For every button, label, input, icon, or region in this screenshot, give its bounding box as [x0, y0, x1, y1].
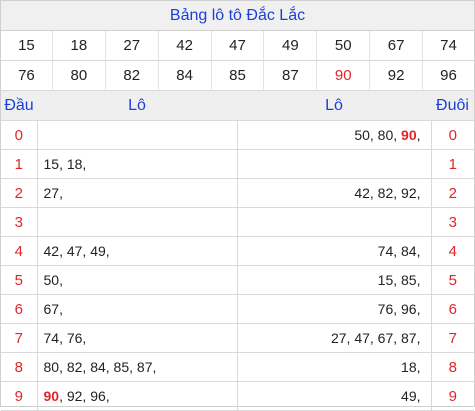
header-lo-right: Lô	[237, 91, 431, 121]
table-row: 0 50, 80, 90, 0	[1, 120, 474, 150]
number-cell: 42	[158, 31, 212, 61]
lo-right-cell: 76, 96,	[237, 294, 432, 324]
number-cell: 49	[263, 31, 318, 61]
header-head: Đầu	[1, 91, 37, 121]
lo-right-cell	[237, 207, 432, 237]
lo-right-cell: 74, 84,	[237, 236, 432, 266]
table-row: 6 67, 76, 96, 6	[1, 294, 474, 324]
lo-left-text: , 92, 96,	[59, 388, 110, 404]
page-title: Bảng lô tô Đắc Lắc	[1, 1, 474, 31]
table-row: 1 15, 18, 1	[1, 149, 474, 179]
head-digit: 4	[1, 236, 37, 266]
tail-digit: 5	[431, 265, 474, 295]
number-cell: 82	[105, 60, 159, 91]
table-row: 5 50, 15, 85, 5	[1, 265, 474, 295]
tail-digit: 2	[431, 178, 474, 208]
numbers-row-2: 76 80 82 84 85 87 90 92 96	[1, 60, 474, 91]
tail-digit: 1	[431, 149, 474, 179]
table-row: 8 80, 82, 84, 85, 87, 18, 8	[1, 352, 474, 382]
tail-digit: 8	[431, 352, 474, 382]
number-cell: 50	[316, 31, 371, 61]
number-cell: 15	[1, 31, 53, 61]
head-digit: 0	[1, 120, 37, 150]
lo-left-cell: 67,	[36, 294, 238, 324]
header-lo-left: Lô	[37, 91, 237, 121]
number-cell: 47	[211, 31, 265, 61]
number-cell: 76	[1, 60, 53, 91]
head-digit: 1	[1, 149, 37, 179]
lo-right-cell: 49,	[237, 381, 432, 411]
head-digit: 5	[1, 265, 37, 295]
lo-left-cell: 80, 82, 84, 85, 87,	[36, 352, 238, 382]
table-row: 3 3	[1, 207, 474, 237]
lo-left-cell: 27,	[36, 178, 238, 208]
head-digit: 8	[1, 352, 37, 382]
number-cell: 74	[422, 31, 474, 61]
head-digit: 6	[1, 294, 37, 324]
number-cell: 85	[211, 60, 265, 91]
lo-right-text: 50, 80,	[354, 127, 402, 143]
lo-right-cell: 42, 82, 92,	[237, 178, 432, 208]
table-row: 4 42, 47, 49, 74, 84, 4	[1, 236, 474, 266]
number-cell-highlighted: 90	[316, 60, 371, 91]
header-tail: Đuôi	[431, 91, 474, 121]
lo-left-cell: 50,	[36, 265, 238, 295]
head-digit: 2	[1, 178, 37, 208]
numbers-row-1: 15 18 27 42 47 49 50 67 74	[1, 31, 474, 61]
tail-digit: 0	[431, 120, 474, 150]
hot-number: 90	[401, 127, 417, 143]
grid-header-row: Đầu Lô Lô Đuôi	[1, 91, 474, 121]
number-cell: 96	[422, 60, 474, 91]
lo-left-cell	[36, 207, 238, 237]
lo-right-cell	[237, 149, 432, 179]
hot-number: 90	[43, 388, 60, 404]
table-row: 7 74, 76, 27, 47, 67, 87, 7	[1, 323, 474, 353]
lo-right-cell: 15, 85,	[237, 265, 432, 295]
number-cell: 18	[52, 31, 106, 61]
head-digit: 3	[1, 207, 37, 237]
tail-digit: 3	[431, 207, 474, 237]
table-row: 2 27, 42, 82, 92, 2	[1, 178, 474, 208]
table-row: 9 90, 92, 96, 49, 9	[1, 381, 474, 411]
head-digit: 7	[1, 323, 37, 353]
tail-digit: 9	[431, 381, 474, 411]
lo-left-cell: 90, 92, 96,	[36, 381, 238, 411]
lo-left-cell: 74, 76,	[36, 323, 238, 353]
lo-right-cell: 27, 47, 67, 87,	[237, 323, 432, 353]
lo-right-suffix: ,	[416, 127, 421, 143]
number-cell: 67	[369, 31, 424, 61]
tail-digit: 6	[431, 294, 474, 324]
lo-right-cell: 18,	[237, 352, 432, 382]
lo-left-cell	[36, 120, 238, 150]
head-digit: 9	[1, 381, 37, 411]
lo-left-cell: 15, 18,	[36, 149, 238, 179]
lo-left-cell: 42, 47, 49,	[36, 236, 238, 266]
head-tail-table: Đầu Lô Lô Đuôi 0 50, 80, 90, 0 1 15, 18,…	[1, 91, 474, 411]
number-cell: 92	[369, 60, 424, 91]
number-cell: 80	[52, 60, 106, 91]
tail-digit: 7	[431, 323, 474, 353]
number-cell: 84	[158, 60, 212, 91]
number-cell: 87	[263, 60, 318, 91]
tail-digit: 4	[431, 236, 474, 266]
lo-right-cell: 50, 80, 90,	[237, 120, 432, 150]
number-cell: 27	[105, 31, 159, 61]
numbers-table: 15 18 27 42 47 49 50 67 74 76 80 82 84 8…	[1, 31, 474, 91]
